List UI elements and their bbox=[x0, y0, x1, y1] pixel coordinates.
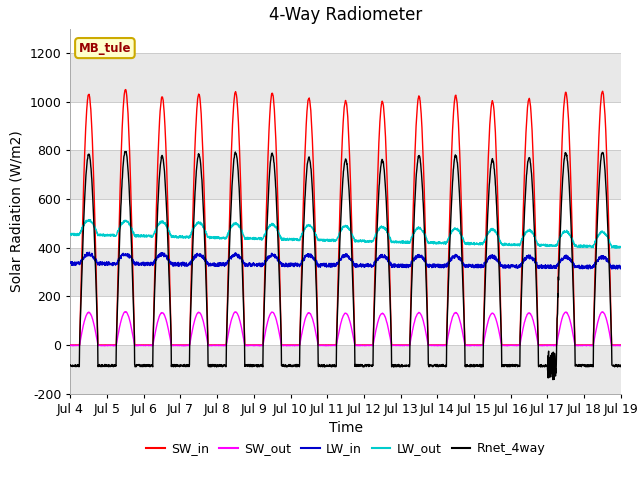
X-axis label: Time: Time bbox=[328, 421, 363, 435]
Text: MB_tule: MB_tule bbox=[79, 42, 131, 55]
Bar bbox=[70, 150, 621, 199]
Title: 4-Way Radiometer: 4-Way Radiometer bbox=[269, 6, 422, 24]
Bar bbox=[70, 248, 621, 296]
Y-axis label: Solar Radiation (W/m2): Solar Radiation (W/m2) bbox=[10, 131, 24, 292]
Bar bbox=[70, 53, 621, 102]
Legend: SW_in, SW_out, LW_in, LW_out, Rnet_4way: SW_in, SW_out, LW_in, LW_out, Rnet_4way bbox=[141, 437, 550, 460]
Bar bbox=[70, 345, 621, 394]
